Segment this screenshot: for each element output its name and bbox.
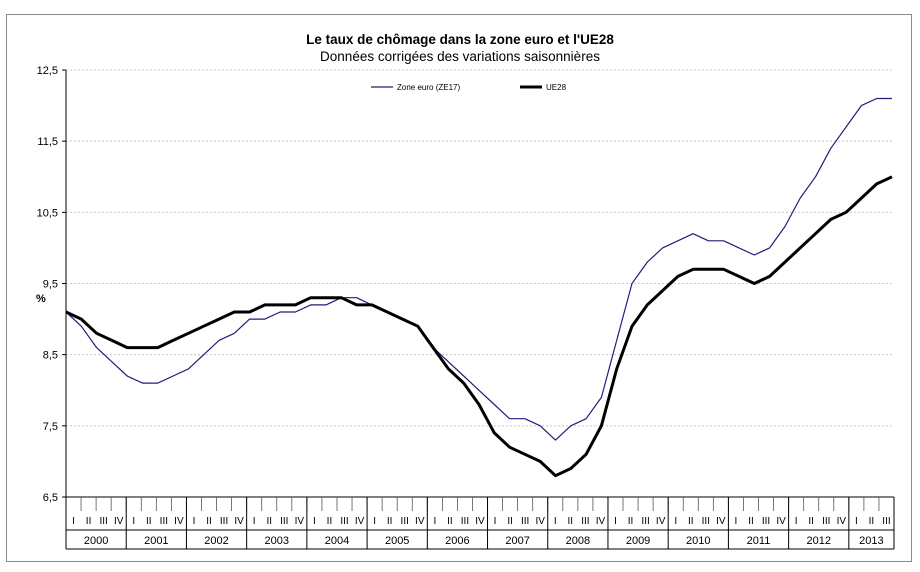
x-quarter-label: II [327, 516, 333, 527]
x-year-label: 2009 [626, 535, 650, 547]
legend: Zone euro (ZE17) UE28 [371, 83, 567, 92]
x-quarter-label: III [280, 516, 288, 527]
x-quarter-label: III [220, 516, 228, 527]
x-quarter-label: III [99, 516, 107, 527]
x-quarter-label: I [494, 516, 497, 527]
x-quarter-label: IV [114, 516, 124, 527]
x-quarter-label: III [762, 516, 770, 527]
x-quarter-label: III [822, 516, 830, 527]
x-quarter-label: IV [596, 516, 606, 527]
x-quarter-label: IV [415, 516, 425, 527]
x-quarter-label: II [146, 516, 152, 527]
x-quarter-label: II [266, 516, 272, 527]
x-quarter-label: I [614, 516, 617, 527]
x-quarter-label: IV [656, 516, 666, 527]
x-quarter-label: III [882, 516, 890, 527]
x-quarter-label: I [373, 516, 376, 527]
x-quarter-label: I [132, 516, 135, 527]
x-year-label: 2002 [204, 535, 228, 547]
x-quarter-label: IV [837, 516, 847, 527]
chart-title: Le taux de chômage dans la zone euro et … [306, 32, 614, 47]
x-quarter-label: IV [355, 516, 365, 527]
y-tick-label: 10,5 [37, 207, 58, 219]
chart-subtitle: Données corrigées des variations saisonn… [320, 49, 600, 64]
legend-label-ue28: UE28 [546, 83, 567, 92]
x-quarter-label: III [702, 516, 710, 527]
x-quarter-label: I [674, 516, 677, 527]
x-quarter-label: II [447, 516, 453, 527]
x-year-label: 2011 [747, 535, 771, 547]
x-quarter-label: I [253, 516, 256, 527]
x-year-label: 2007 [505, 535, 529, 547]
series-line-zone-euro [65, 97, 892, 441]
x-year-label: 2012 [806, 535, 830, 547]
series-line-ue28 [65, 175, 893, 478]
x-quarter-label: IV [174, 516, 184, 527]
x-quarter-label: I [72, 516, 75, 527]
series-lines [65, 97, 893, 478]
x-quarter-label: II [387, 516, 393, 527]
x-quarter-label: II [86, 516, 92, 527]
x-quarter-label: I [735, 516, 738, 527]
y-tick-label: 11,5 [37, 136, 58, 148]
x-quarter-label: II [628, 516, 634, 527]
x-year-label: 2003 [265, 535, 289, 547]
chart-frame [6, 14, 912, 562]
x-quarter-label: IV [475, 516, 485, 527]
x-year-label: 2004 [325, 535, 349, 547]
x-quarter-label: I [795, 516, 798, 527]
y-tick-label: 9,5 [43, 279, 58, 291]
axes [62, 69, 894, 498]
x-year-label: 2010 [686, 535, 710, 547]
x-quarter-label: III [401, 516, 409, 527]
x-year-label: 2005 [385, 535, 409, 547]
x-quarter-label: II [869, 516, 875, 527]
x-quarter-label: II [808, 516, 814, 527]
x-quarter-label: III [641, 516, 649, 527]
x-quarter-label: III [521, 516, 529, 527]
y-tick-label: 6,5 [43, 492, 58, 504]
x-quarter-label: I [433, 516, 436, 527]
x-year-label: 2000 [84, 535, 108, 547]
x-quarter-label: III [461, 516, 469, 527]
x-quarter-label: III [581, 516, 589, 527]
legend-label-zone-euro: Zone euro (ZE17) [397, 83, 460, 92]
x-quarter-label: I [313, 516, 316, 527]
x-quarter-label: II [206, 516, 212, 527]
x-quarter-label: II [568, 516, 574, 527]
x-year-label: 2008 [566, 535, 590, 547]
y-tick-label: 7,5 [43, 421, 58, 433]
x-year-label: 2001 [144, 535, 168, 547]
x-quarter-label: IV [535, 516, 545, 527]
y-axis-unit: % [36, 293, 46, 305]
x-quarter-label: II [507, 516, 513, 527]
x-quarter-label: II [688, 516, 694, 527]
x-year-label: 2013 [859, 535, 883, 547]
x-quarter-label: IV [234, 516, 244, 527]
x-quarter-label: I [554, 516, 557, 527]
x-quarter-label: I [855, 516, 858, 527]
x-quarter-label: III [340, 516, 348, 527]
x-quarter-label: III [160, 516, 168, 527]
y-tick-label: 12,5 [37, 65, 58, 77]
x-quarter-label: I [193, 516, 196, 527]
x-quarter-label: IV [776, 516, 786, 527]
y-tick-label: 8,5 [43, 350, 58, 362]
x-quarter-label: IV [716, 516, 726, 527]
x-quarter-label: IV [295, 516, 305, 527]
x-year-label: 2006 [445, 535, 469, 547]
y-tick-labels: 6,5 7,5 8,5 9,5 10,5 11,5 12,5 [37, 65, 58, 504]
x-quarter-label: II [748, 516, 754, 527]
